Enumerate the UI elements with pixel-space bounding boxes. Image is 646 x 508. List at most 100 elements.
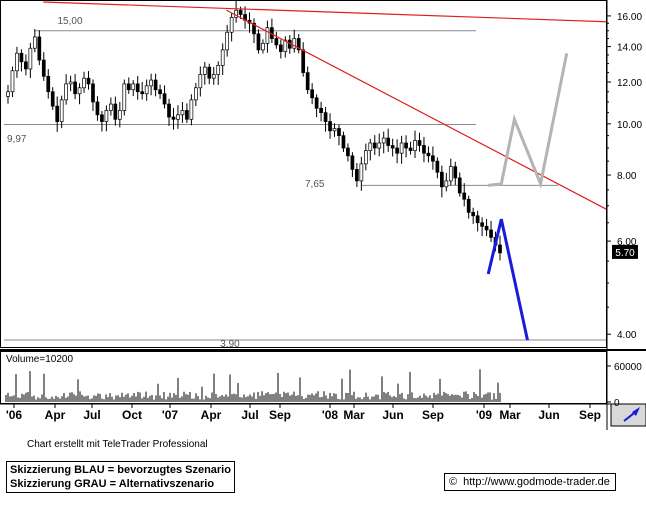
candle-body bbox=[198, 74, 203, 89]
candle-body bbox=[296, 38, 301, 51]
y-tick-label: 8.00 bbox=[617, 171, 637, 182]
price-candles bbox=[6, 0, 502, 261]
candle-body bbox=[422, 145, 426, 154]
candle-body bbox=[86, 77, 91, 85]
candle-body bbox=[180, 110, 185, 116]
candle-body bbox=[332, 128, 337, 132]
y-tick-label: 14.00 bbox=[617, 43, 642, 54]
candle-body bbox=[489, 229, 493, 238]
x-tick-label: '07 bbox=[162, 408, 179, 422]
volume-bars: 60000 0 bbox=[5, 362, 642, 409]
candle-body bbox=[32, 36, 37, 49]
level-label: 7,65 bbox=[305, 179, 325, 190]
candle-body bbox=[399, 142, 404, 154]
price-chart: 15,00 9,97 7,65 3.90 4.00 6.00 8.00 10.00 12.00… bbox=[0, 0, 646, 430]
candle-body bbox=[453, 166, 458, 179]
candle-body bbox=[126, 83, 131, 91]
last-price-label: 5.70 bbox=[615, 248, 635, 259]
candle-body bbox=[431, 155, 435, 162]
candle-body bbox=[390, 145, 395, 149]
candle-body bbox=[314, 97, 319, 109]
candle-body bbox=[372, 142, 377, 149]
level-label: 9,97 bbox=[7, 134, 27, 145]
volume-tick-label: 0 bbox=[614, 398, 620, 409]
candle-body bbox=[261, 42, 265, 51]
scenario-path bbox=[486, 218, 529, 341]
level-label: 3.90 bbox=[220, 339, 240, 350]
candle-body bbox=[176, 114, 180, 120]
candle-body bbox=[252, 22, 256, 35]
volume-title: Volume=10200 bbox=[6, 354, 73, 365]
candle-body bbox=[337, 128, 341, 136]
candle-body bbox=[404, 142, 408, 149]
candle-body bbox=[109, 103, 113, 111]
candle-body bbox=[498, 244, 502, 254]
candle-body bbox=[59, 99, 64, 122]
candle-body bbox=[359, 163, 364, 182]
candle-body bbox=[484, 225, 489, 231]
candle-body bbox=[234, 9, 238, 18]
candle-body bbox=[167, 103, 171, 118]
candle-body bbox=[292, 38, 297, 49]
candle-body bbox=[77, 87, 82, 95]
candle-body bbox=[19, 52, 24, 63]
volume-panel-frame bbox=[0, 351, 607, 404]
candle-body bbox=[395, 147, 399, 154]
candle-body bbox=[95, 101, 100, 116]
candle-body bbox=[323, 112, 328, 122]
candle-body bbox=[91, 83, 95, 103]
x-tick-label: Sep bbox=[269, 408, 291, 422]
candle-body bbox=[305, 72, 310, 91]
candle-body bbox=[220, 49, 225, 66]
chart-credit: Chart erstellt mit TeleTrader Profession… bbox=[27, 439, 208, 450]
candle-body bbox=[113, 103, 118, 120]
chart-tool-icon[interactable] bbox=[623, 407, 640, 422]
candle-body bbox=[171, 116, 176, 120]
x-tick-label: Sep bbox=[579, 408, 601, 422]
candle-body bbox=[10, 70, 15, 93]
website-box[interactable]: © http://www.godmode-trader.de bbox=[444, 473, 616, 491]
candle-body bbox=[462, 192, 467, 200]
candle-body bbox=[440, 171, 444, 188]
candle-body bbox=[229, 17, 234, 33]
level-label: 15,00 bbox=[57, 16, 82, 27]
candle-body bbox=[256, 33, 261, 51]
candle-body bbox=[363, 150, 368, 165]
candle-body bbox=[6, 91, 10, 97]
x-tick-label: Jul bbox=[83, 408, 100, 422]
candle-body bbox=[448, 166, 453, 182]
x-tick-label: Apr bbox=[201, 408, 222, 422]
candle-body bbox=[37, 36, 42, 61]
website-link[interactable]: http://www.godmode-trader.de bbox=[463, 476, 610, 488]
candle-body bbox=[426, 152, 431, 157]
candle-body bbox=[216, 65, 221, 75]
candle-body bbox=[466, 198, 471, 213]
candle-body bbox=[135, 83, 140, 93]
candle-body bbox=[144, 85, 149, 95]
candle-body bbox=[368, 142, 373, 151]
x-tick-label: Jun bbox=[382, 408, 403, 422]
candle-body bbox=[162, 93, 167, 105]
x-tick-label: '09 bbox=[476, 408, 493, 422]
volume-tick-label: 60000 bbox=[614, 362, 642, 373]
candle-body bbox=[131, 83, 136, 91]
candle-body bbox=[41, 59, 46, 77]
candle-body bbox=[350, 155, 355, 170]
candle-body bbox=[68, 81, 73, 85]
last-price-box bbox=[612, 244, 638, 259]
candle-body bbox=[408, 147, 413, 151]
candle-body bbox=[328, 121, 332, 132]
y-tick-label: 6.00 bbox=[617, 237, 637, 248]
candle-body bbox=[301, 49, 306, 73]
candle-body bbox=[319, 107, 323, 113]
trendline bbox=[43, 1, 607, 23]
candle-body bbox=[140, 91, 145, 95]
candle-body bbox=[480, 222, 484, 227]
x-tick-label: Jul bbox=[241, 408, 258, 422]
candle-body bbox=[194, 87, 198, 101]
candle-body bbox=[122, 83, 127, 111]
candle-body bbox=[310, 89, 314, 99]
candle-body bbox=[117, 110, 122, 120]
candle-body bbox=[46, 75, 51, 93]
candle-body bbox=[202, 66, 207, 75]
